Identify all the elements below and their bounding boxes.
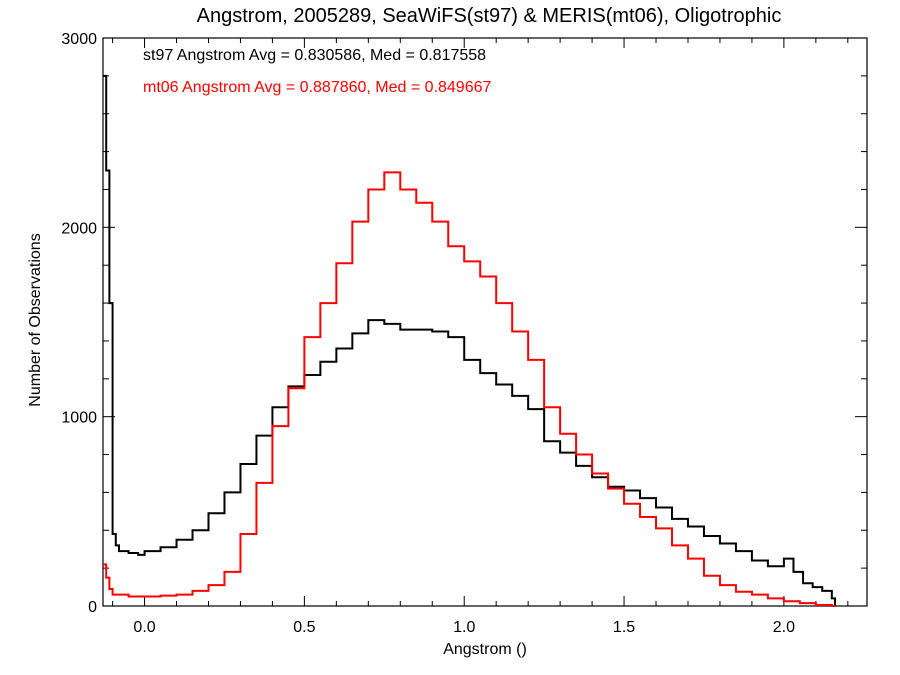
x-tick-label: 0.5 <box>293 619 315 636</box>
annotation-st97: st97 Angstrom Avg = 0.830586, Med = 0.81… <box>143 47 486 64</box>
y-axis-label: Number of Observations <box>27 233 44 406</box>
x-axis-ticks: 0.0 0.5 1.0 1.5 2.0 <box>112 38 849 636</box>
plot-frame <box>102 37 868 607</box>
series-0-histogram-line <box>103 74 837 606</box>
annotation-mt06: mt06 Angstrom Avg = 0.887860, Med = 0.84… <box>143 79 492 96</box>
x-axis-label: Angstrom () <box>443 641 527 658</box>
y-tick-label: 0 <box>88 599 97 616</box>
x-tick-label: 1.5 <box>613 619 635 636</box>
y-tick-label: 1000 <box>61 410 97 427</box>
x-tick-label: 0.0 <box>133 619 155 636</box>
y-tick-label: 3000 <box>61 31 97 48</box>
chart-title: Angstrom, 2005289, SeaWiFS(st97) & MERIS… <box>197 5 782 27</box>
x-tick-label: 2.0 <box>773 619 795 636</box>
x-tick-label: 1.0 <box>453 619 475 636</box>
y-axis-ticks: 0 1000 2000 3000 <box>61 31 867 616</box>
series-layer <box>103 74 837 607</box>
y-tick-label: 2000 <box>61 220 97 237</box>
series-1-histogram-line <box>103 171 836 607</box>
